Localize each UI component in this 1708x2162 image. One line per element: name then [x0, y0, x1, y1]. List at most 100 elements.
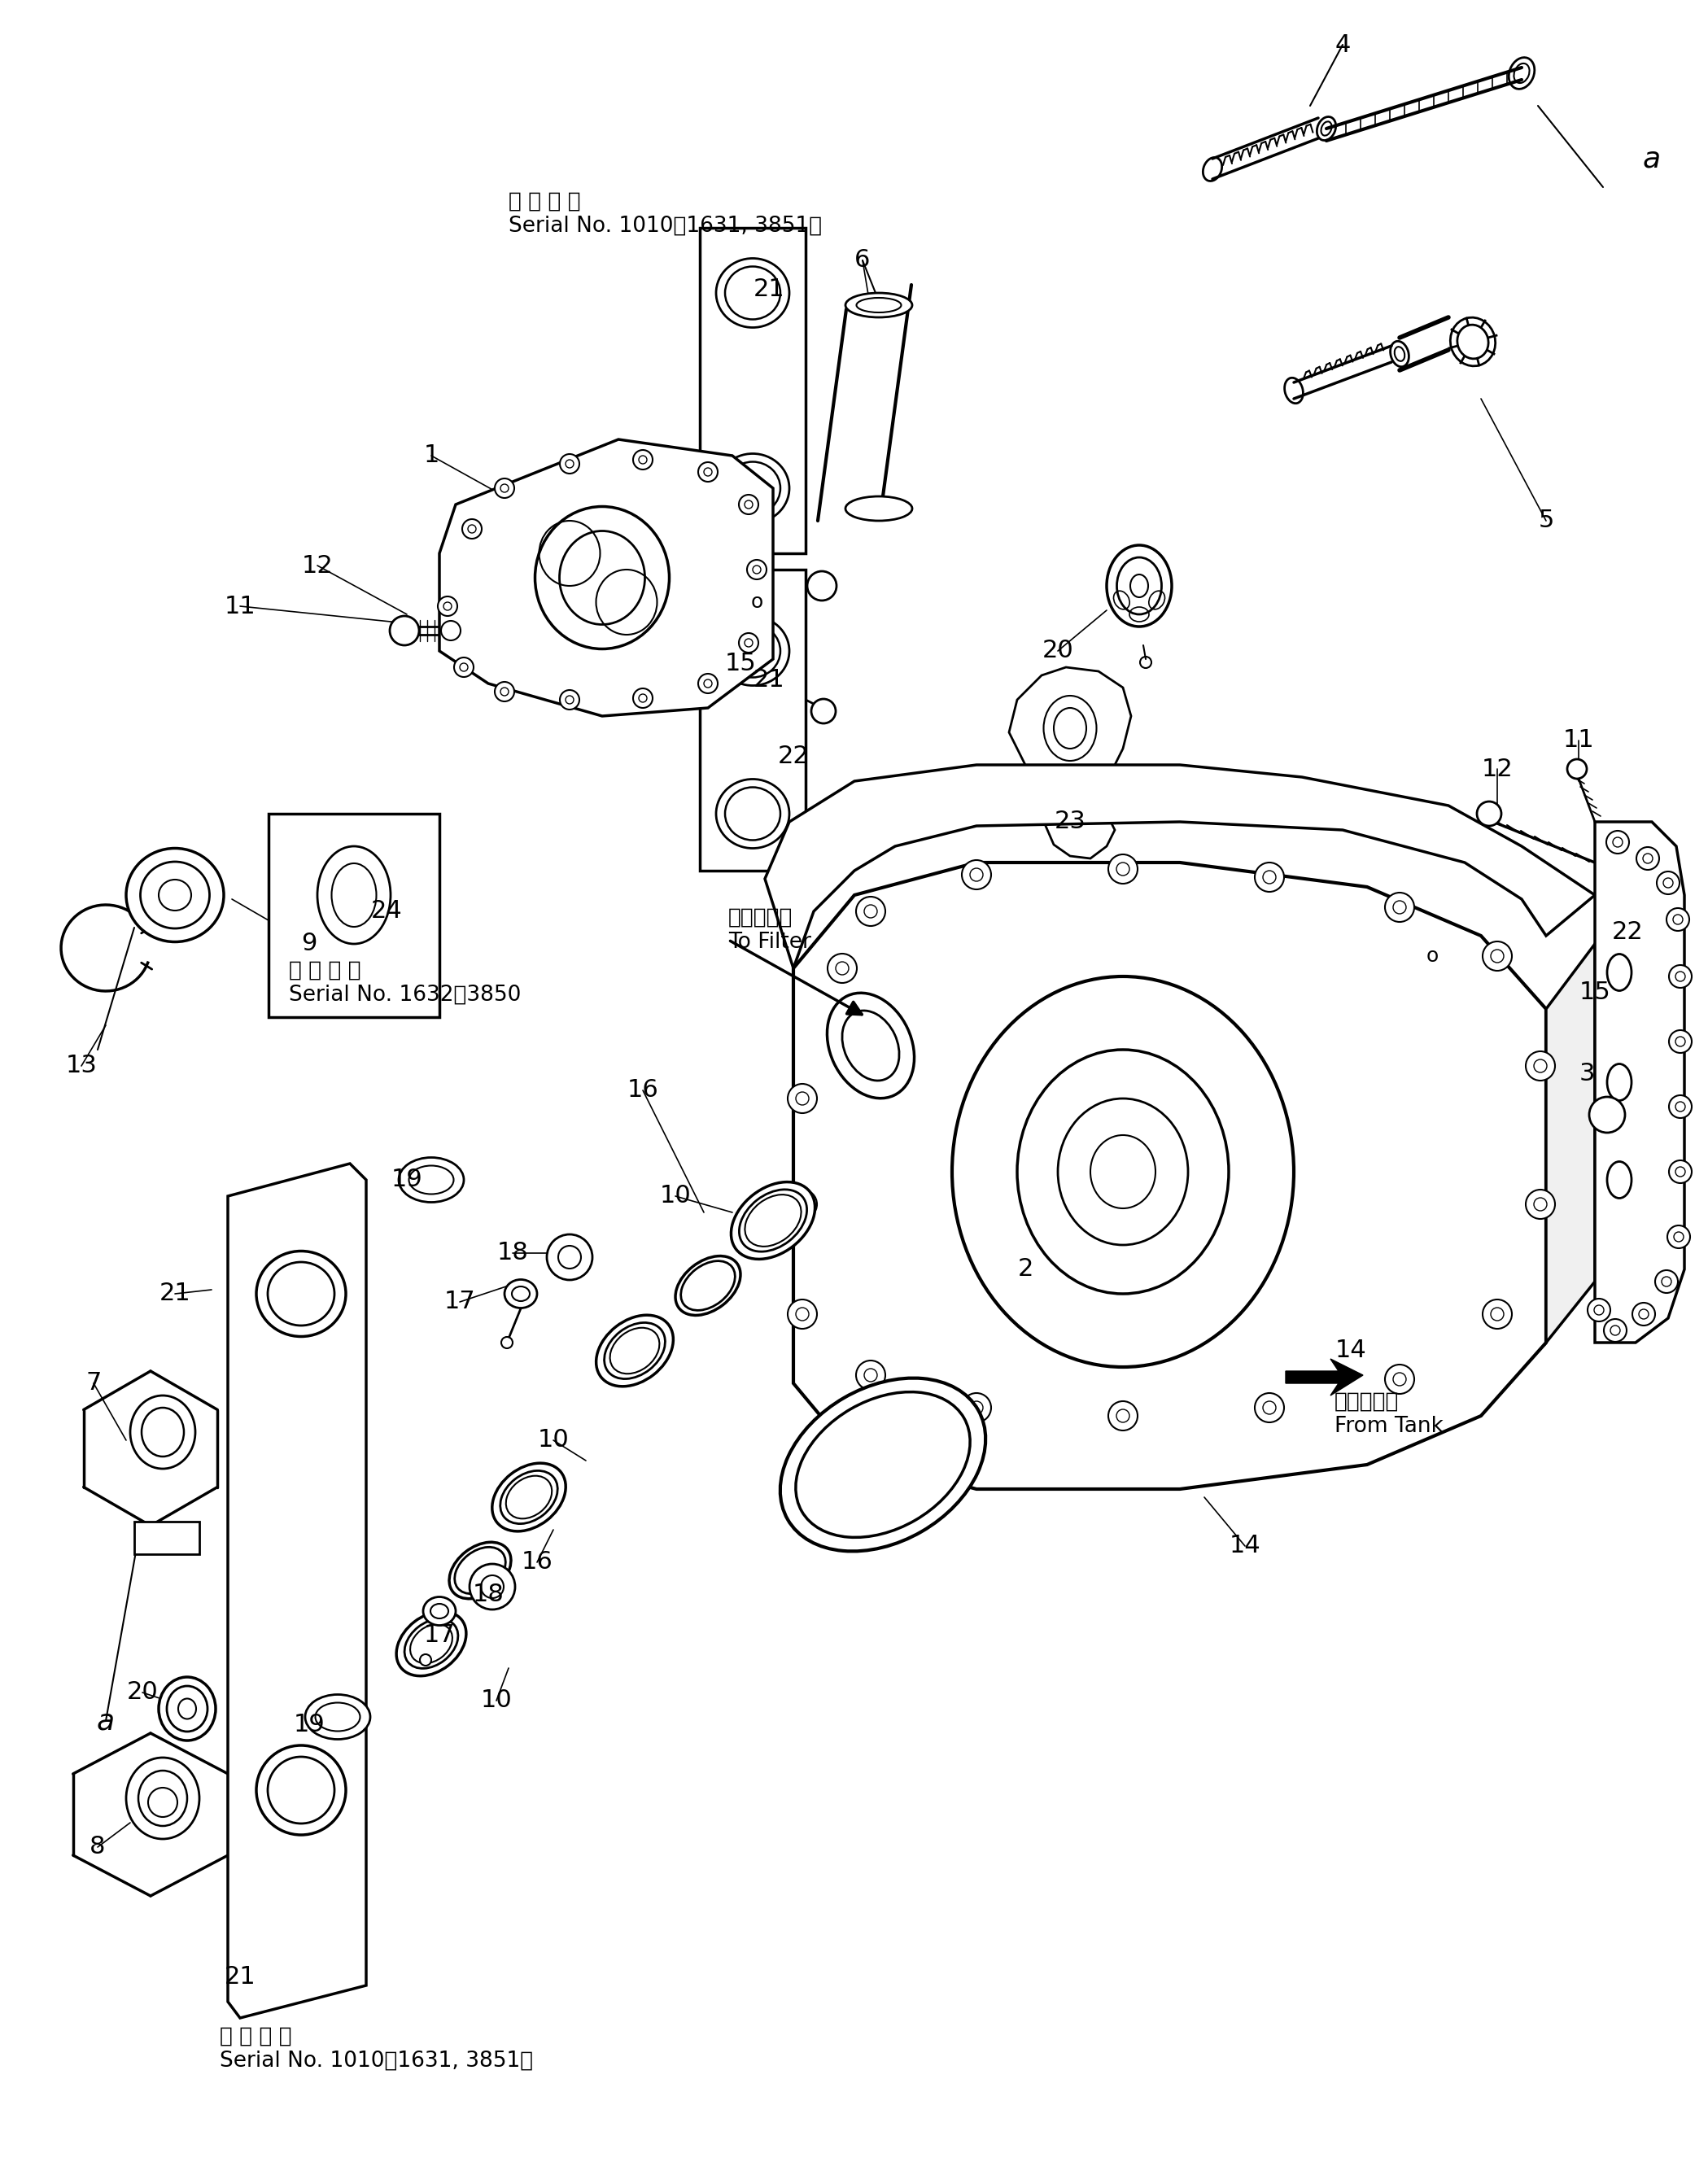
Text: 16: 16 — [627, 1079, 659, 1103]
Circle shape — [639, 694, 647, 703]
Circle shape — [441, 620, 461, 640]
Circle shape — [970, 1401, 984, 1414]
Circle shape — [699, 675, 717, 694]
Text: 9: 9 — [301, 932, 318, 956]
Ellipse shape — [130, 1394, 195, 1468]
Ellipse shape — [535, 506, 670, 649]
Polygon shape — [227, 1163, 366, 2017]
Ellipse shape — [796, 1392, 970, 1537]
Circle shape — [808, 571, 837, 601]
Circle shape — [639, 456, 647, 465]
Text: o: o — [1426, 947, 1438, 966]
Text: 10: 10 — [538, 1429, 569, 1453]
Circle shape — [796, 1308, 810, 1321]
Polygon shape — [1009, 668, 1131, 858]
Circle shape — [560, 454, 579, 473]
Ellipse shape — [845, 497, 912, 521]
Text: 5: 5 — [1539, 508, 1554, 532]
Polygon shape — [1595, 822, 1684, 1343]
Circle shape — [1640, 1310, 1648, 1319]
Ellipse shape — [781, 1377, 986, 1552]
Circle shape — [1483, 1299, 1512, 1330]
Circle shape — [1534, 1198, 1547, 1211]
Ellipse shape — [500, 1470, 557, 1524]
Circle shape — [149, 1788, 178, 1816]
Text: 11: 11 — [224, 595, 256, 618]
Text: 21: 21 — [224, 1965, 256, 1989]
Circle shape — [1491, 949, 1503, 962]
Text: 18: 18 — [497, 1241, 528, 1265]
Ellipse shape — [504, 1280, 536, 1308]
Circle shape — [1669, 964, 1691, 988]
Circle shape — [482, 1576, 504, 1598]
Text: 24: 24 — [371, 899, 403, 923]
Text: 3: 3 — [1578, 1062, 1595, 1085]
Ellipse shape — [716, 616, 789, 685]
Circle shape — [1385, 1364, 1414, 1394]
Ellipse shape — [716, 257, 789, 326]
Circle shape — [1606, 830, 1629, 854]
Circle shape — [634, 688, 652, 707]
Circle shape — [1611, 1325, 1621, 1336]
Ellipse shape — [126, 1758, 200, 1840]
Circle shape — [1669, 1096, 1691, 1118]
Circle shape — [1394, 1373, 1406, 1386]
Circle shape — [1669, 1161, 1691, 1183]
Circle shape — [740, 633, 758, 653]
Circle shape — [1255, 863, 1284, 891]
Circle shape — [420, 1654, 432, 1665]
Circle shape — [1064, 802, 1078, 815]
Ellipse shape — [178, 1699, 196, 1719]
Circle shape — [500, 1336, 512, 1349]
Circle shape — [864, 906, 878, 919]
Ellipse shape — [159, 880, 191, 910]
Circle shape — [745, 499, 753, 508]
Circle shape — [1534, 1059, 1547, 1072]
Ellipse shape — [142, 1407, 184, 1457]
Text: 10: 10 — [480, 1689, 512, 1712]
Text: a: a — [97, 1708, 114, 1734]
Circle shape — [1674, 1232, 1684, 1241]
Circle shape — [495, 681, 514, 700]
Circle shape — [1117, 863, 1129, 876]
Ellipse shape — [318, 845, 391, 945]
Text: タンクから
From Tank: タンクから From Tank — [1334, 1392, 1443, 1438]
Text: 18: 18 — [473, 1583, 504, 1606]
Text: 21: 21 — [753, 668, 784, 692]
Ellipse shape — [306, 1695, 371, 1738]
Text: o: o — [750, 592, 763, 612]
Circle shape — [1655, 1271, 1677, 1293]
Circle shape — [745, 638, 753, 646]
Text: 適 用 号 機
Serial No. 1632～3850: 適 用 号 機 Serial No. 1632～3850 — [289, 960, 521, 1005]
Ellipse shape — [1607, 953, 1631, 990]
Text: 16: 16 — [521, 1550, 553, 1574]
Ellipse shape — [449, 1542, 511, 1598]
Text: a: a — [1643, 145, 1660, 173]
Circle shape — [495, 478, 514, 497]
Circle shape — [559, 1245, 581, 1269]
Circle shape — [1117, 1410, 1129, 1423]
Circle shape — [389, 616, 418, 644]
Circle shape — [787, 1299, 816, 1330]
Text: 適 用 号 機
Serial No. 1010～1631, 3851～: 適 用 号 機 Serial No. 1010～1631, 3851～ — [509, 190, 822, 238]
Bar — [700, 569, 806, 871]
Circle shape — [1587, 1299, 1611, 1321]
Text: 適 用 号 機
Serial No. 1010～1631, 3851～: 適 用 号 機 Serial No. 1010～1631, 3851～ — [220, 2026, 533, 2071]
Ellipse shape — [716, 454, 789, 523]
Bar — [268, 813, 439, 1016]
Circle shape — [1676, 1167, 1686, 1176]
Ellipse shape — [1607, 1161, 1631, 1198]
Ellipse shape — [675, 1256, 741, 1314]
Ellipse shape — [256, 1745, 345, 1836]
Circle shape — [962, 860, 991, 889]
Ellipse shape — [596, 1314, 673, 1386]
Circle shape — [1612, 837, 1623, 848]
Ellipse shape — [1607, 1064, 1631, 1100]
Circle shape — [811, 698, 835, 724]
Circle shape — [1525, 1189, 1554, 1219]
Text: 12: 12 — [302, 553, 333, 577]
Circle shape — [1676, 1103, 1686, 1111]
Circle shape — [1604, 1319, 1626, 1343]
Text: 19: 19 — [391, 1167, 422, 1191]
Text: 14: 14 — [1230, 1535, 1261, 1559]
